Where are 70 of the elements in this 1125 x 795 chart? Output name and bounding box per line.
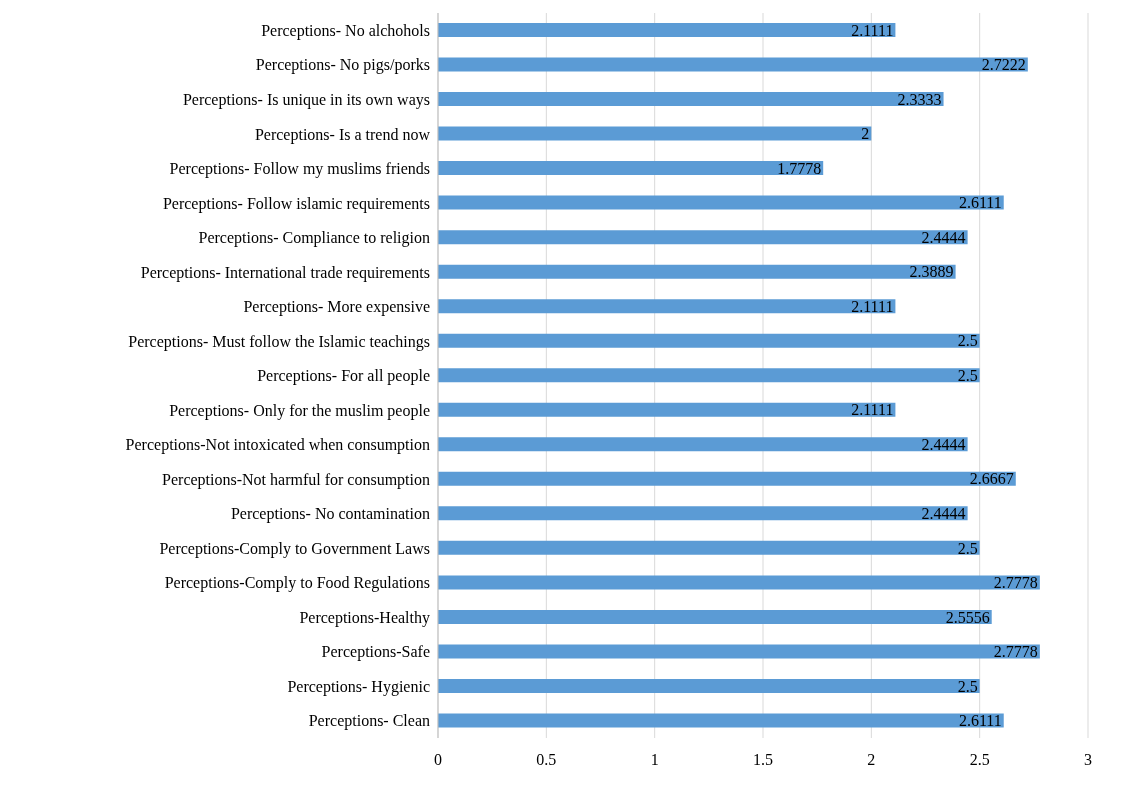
data-label: 2.5 bbox=[957, 539, 978, 557]
bar bbox=[438, 506, 968, 521]
data-label: 2.5 bbox=[957, 366, 978, 384]
data-label: 2.5556 bbox=[945, 608, 990, 626]
bar bbox=[438, 299, 896, 314]
x-tick-label: 2 bbox=[867, 751, 876, 769]
x-tick-label: 1 bbox=[650, 751, 659, 769]
y-tick-label: Perceptions-Healthy bbox=[299, 608, 430, 627]
data-label: 1.7778 bbox=[777, 159, 822, 177]
data-label: 2.4444 bbox=[921, 505, 966, 523]
bar bbox=[438, 471, 1016, 486]
y-tick-label: Perceptions- Must follow the Islamic teachings bbox=[128, 332, 430, 351]
bar bbox=[438, 402, 896, 417]
y-tick-label: Perceptions-Safe bbox=[321, 643, 430, 662]
y-tick-label: Perceptions- Hygienic bbox=[287, 677, 430, 696]
x-tick-label: 3 bbox=[1084, 751, 1092, 769]
y-tick-label: Perceptions-Not intoxicated when consumption bbox=[125, 436, 430, 455]
data-label: 2.4444 bbox=[921, 228, 966, 246]
data-label: 2.3333 bbox=[897, 90, 942, 108]
bar bbox=[438, 126, 872, 141]
bar bbox=[438, 57, 1028, 72]
bar bbox=[438, 678, 980, 693]
y-tick-label: Perceptions- Is a trend now bbox=[254, 125, 431, 144]
bar bbox=[438, 161, 824, 176]
y-tick-label: Perceptions- Follow my muslims friends bbox=[169, 160, 430, 179]
bar bbox=[438, 437, 968, 452]
bar bbox=[438, 92, 944, 107]
data-label: 2.7222 bbox=[981, 56, 1026, 74]
data-label: 2.6111 bbox=[958, 194, 1002, 212]
bar bbox=[438, 264, 956, 279]
y-tick-label: Perceptions- No contamination bbox=[230, 505, 430, 524]
x-tick-label: 1.5 bbox=[753, 751, 773, 769]
bar bbox=[438, 575, 1040, 590]
y-tick-label: Perceptions-Not harmful for consumption bbox=[162, 470, 430, 489]
x-tick-label: 0.5 bbox=[536, 751, 557, 769]
y-tick-label: Perceptions- No pigs/porks bbox=[255, 56, 430, 75]
bar bbox=[438, 333, 980, 348]
y-tick-label: Perceptions- Clean bbox=[308, 712, 430, 731]
y-tick-label: Perceptions- No alchohols bbox=[261, 21, 430, 40]
data-label: 2.6111 bbox=[958, 712, 1002, 730]
bar bbox=[438, 368, 980, 383]
data-label: 2.7778 bbox=[993, 574, 1038, 592]
bar bbox=[438, 195, 1004, 210]
y-tick-label: Perceptions- International trade requirements bbox=[140, 263, 430, 282]
bar bbox=[438, 644, 1040, 659]
data-label: 2.1111 bbox=[851, 297, 894, 315]
data-label: 2.1111 bbox=[851, 21, 894, 39]
y-tick-label: Perceptions- Compliance to religion bbox=[198, 229, 430, 248]
bar bbox=[438, 609, 992, 624]
x-tick-label: 0 bbox=[434, 751, 442, 769]
data-label: 2.7778 bbox=[993, 643, 1038, 661]
data-label: 2.4444 bbox=[921, 435, 966, 453]
data-label: 2.6667 bbox=[969, 470, 1014, 488]
y-tick-label: Perceptions-Comply to Food Regulations bbox=[164, 574, 430, 593]
x-tick-label: 2.5 bbox=[969, 751, 990, 769]
data-label: 2.1111 bbox=[851, 401, 894, 419]
data-label: 2.5 bbox=[957, 332, 978, 350]
data-label: 2 bbox=[861, 125, 870, 143]
y-tick-label: Perceptions- Only for the muslim people bbox=[169, 401, 430, 420]
y-tick-label: Perceptions- Follow islamic requirements bbox=[162, 194, 430, 213]
bar bbox=[438, 230, 968, 245]
bar bbox=[438, 540, 980, 555]
bar bbox=[438, 713, 1004, 728]
data-label: 2.3889 bbox=[909, 263, 954, 281]
y-tick-label: Perceptions-Comply to Government Laws bbox=[159, 539, 430, 558]
y-tick-label: Perceptions- For all people bbox=[257, 367, 430, 386]
bar bbox=[438, 23, 896, 37]
y-tick-label: Perceptions- Is unique in its own ways bbox=[182, 90, 430, 109]
y-tick-label: Perceptions- More expensive bbox=[243, 298, 430, 317]
data-label: 2.5 bbox=[957, 677, 978, 695]
